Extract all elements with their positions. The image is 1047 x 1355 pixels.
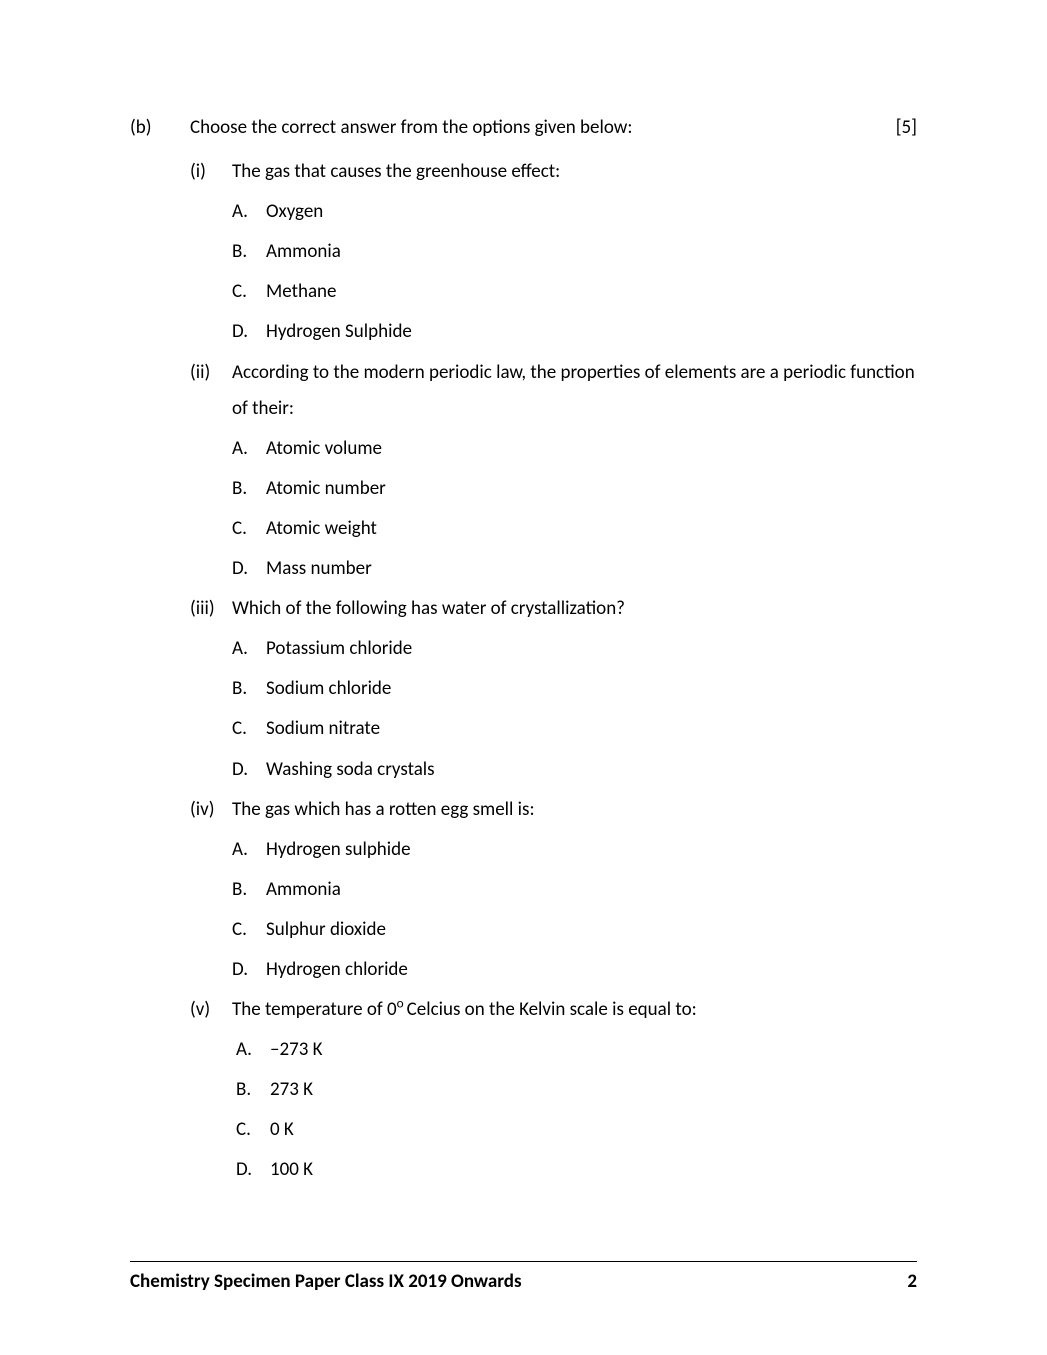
option-label: B. <box>236 1072 270 1108</box>
sub-question-iii: (iii) Which of the following has water o… <box>190 591 917 627</box>
text-sup: o <box>397 995 407 1012</box>
option-i-a: A.Oxygen <box>232 194 917 230</box>
option-text: Atomic number <box>266 471 917 507</box>
option-iv-d: D.Hydrogen chloride <box>232 952 917 988</box>
option-v-b: B.273 K <box>236 1072 917 1108</box>
question-b-header: (b) Choose the correct answer from the o… <box>130 110 917 146</box>
option-label: B. <box>232 471 266 507</box>
option-label: C. <box>232 912 266 948</box>
part-label: (b) <box>130 110 190 146</box>
option-label: D. <box>232 752 266 788</box>
option-label: C. <box>232 511 266 547</box>
option-text: Ammonia <box>266 234 917 270</box>
option-text: Sodium chloride <box>266 671 917 707</box>
option-iii-d: D.Washing soda crystals <box>232 752 917 788</box>
option-ii-c: C.Atomic weight <box>232 511 917 547</box>
option-label: B. <box>232 872 266 908</box>
option-text: 100 K <box>270 1152 917 1188</box>
footer-page-number: 2 <box>907 1270 917 1293</box>
sub-question-i: (i) The gas that causes the greenhouse e… <box>190 154 917 190</box>
sub-text: The gas which has a rotten egg smell is: <box>232 792 917 828</box>
question-text: Choose the correct answer from the optio… <box>190 110 867 146</box>
option-text: –273 K <box>270 1032 917 1068</box>
option-text: Atomic volume <box>266 431 917 467</box>
option-iii-c: C.Sodium nitrate <box>232 711 917 747</box>
option-label: A. <box>232 832 266 868</box>
sub-label: (v) <box>190 992 232 1028</box>
option-ii-b: B.Atomic number <box>232 471 917 507</box>
text-post: Celcius on the Kelvin scale is equal to: <box>407 998 697 1021</box>
sub-label: (ii) <box>190 355 232 427</box>
option-text: Mass number <box>266 551 917 587</box>
option-label: D. <box>232 551 266 587</box>
option-label: C. <box>232 274 266 310</box>
option-text: Sulphur dioxide <box>266 912 917 948</box>
option-label: D. <box>232 314 266 350</box>
sub-question-v: (v) The temperature of 0o Celcius on the… <box>190 992 917 1028</box>
page-footer: Chemistry Specimen Paper Class IX 2019 O… <box>130 1261 917 1293</box>
option-i-b: B.Ammonia <box>232 234 917 270</box>
sub-text: The gas that causes the greenhouse effec… <box>232 154 917 190</box>
option-ii-a: A.Atomic volume <box>232 431 917 467</box>
sub-text: The temperature of 0o Celcius on the Kel… <box>232 992 917 1028</box>
option-text: Methane <box>266 274 917 310</box>
option-text: Sodium nitrate <box>266 711 917 747</box>
exam-page: (b) Choose the correct answer from the o… <box>0 0 1047 1263</box>
option-text: 273 K <box>270 1072 917 1108</box>
option-iv-a: A.Hydrogen sulphide <box>232 832 917 868</box>
option-iv-c: C.Sulphur dioxide <box>232 912 917 948</box>
option-iii-b: B.Sodium chloride <box>232 671 917 707</box>
sub-question-iv: (iv) The gas which has a rotten egg smel… <box>190 792 917 828</box>
sub-question-ii: (ii) According to the modern periodic la… <box>190 355 917 427</box>
option-label: A. <box>232 431 266 467</box>
option-label: C. <box>232 711 266 747</box>
option-text: Washing soda crystals <box>266 752 917 788</box>
option-text: Hydrogen chloride <box>266 952 917 988</box>
option-v-c: C.0 K <box>236 1112 917 1148</box>
option-label: B. <box>232 234 266 270</box>
option-label: A. <box>236 1032 270 1068</box>
option-label: C. <box>236 1112 270 1148</box>
option-ii-d: D.Mass number <box>232 551 917 587</box>
option-text: Hydrogen sulphide <box>266 832 917 868</box>
option-text: Oxygen <box>266 194 917 230</box>
option-label: D. <box>232 952 266 988</box>
marks-label: [5] <box>867 110 917 146</box>
sub-text: Which of the following has water of crys… <box>232 591 917 627</box>
footer-title: Chemistry Specimen Paper Class IX 2019 O… <box>130 1270 522 1293</box>
option-label: D. <box>236 1152 270 1188</box>
sub-label: (iii) <box>190 591 232 627</box>
option-label: B. <box>232 671 266 707</box>
sub-text: According to the modern periodic law, th… <box>232 355 917 427</box>
sub-label: (iv) <box>190 792 232 828</box>
option-text: Ammonia <box>266 872 917 908</box>
option-text: 0 K <box>270 1112 917 1148</box>
option-iii-a: A.Potassium chloride <box>232 631 917 667</box>
option-v-a: A.–273 K <box>236 1032 917 1068</box>
option-label: A. <box>232 194 266 230</box>
option-iv-b: B.Ammonia <box>232 872 917 908</box>
sub-label: (i) <box>190 154 232 190</box>
option-v-d: D.100 K <box>236 1152 917 1188</box>
text-pre: The temperature of 0 <box>232 998 397 1021</box>
option-text: Atomic weight <box>266 511 917 547</box>
option-text: Potassium chloride <box>266 631 917 667</box>
option-text: Hydrogen Sulphide <box>266 314 917 350</box>
option-i-d: D.Hydrogen Sulphide <box>232 314 917 350</box>
option-label: A. <box>232 631 266 667</box>
option-i-c: C.Methane <box>232 274 917 310</box>
